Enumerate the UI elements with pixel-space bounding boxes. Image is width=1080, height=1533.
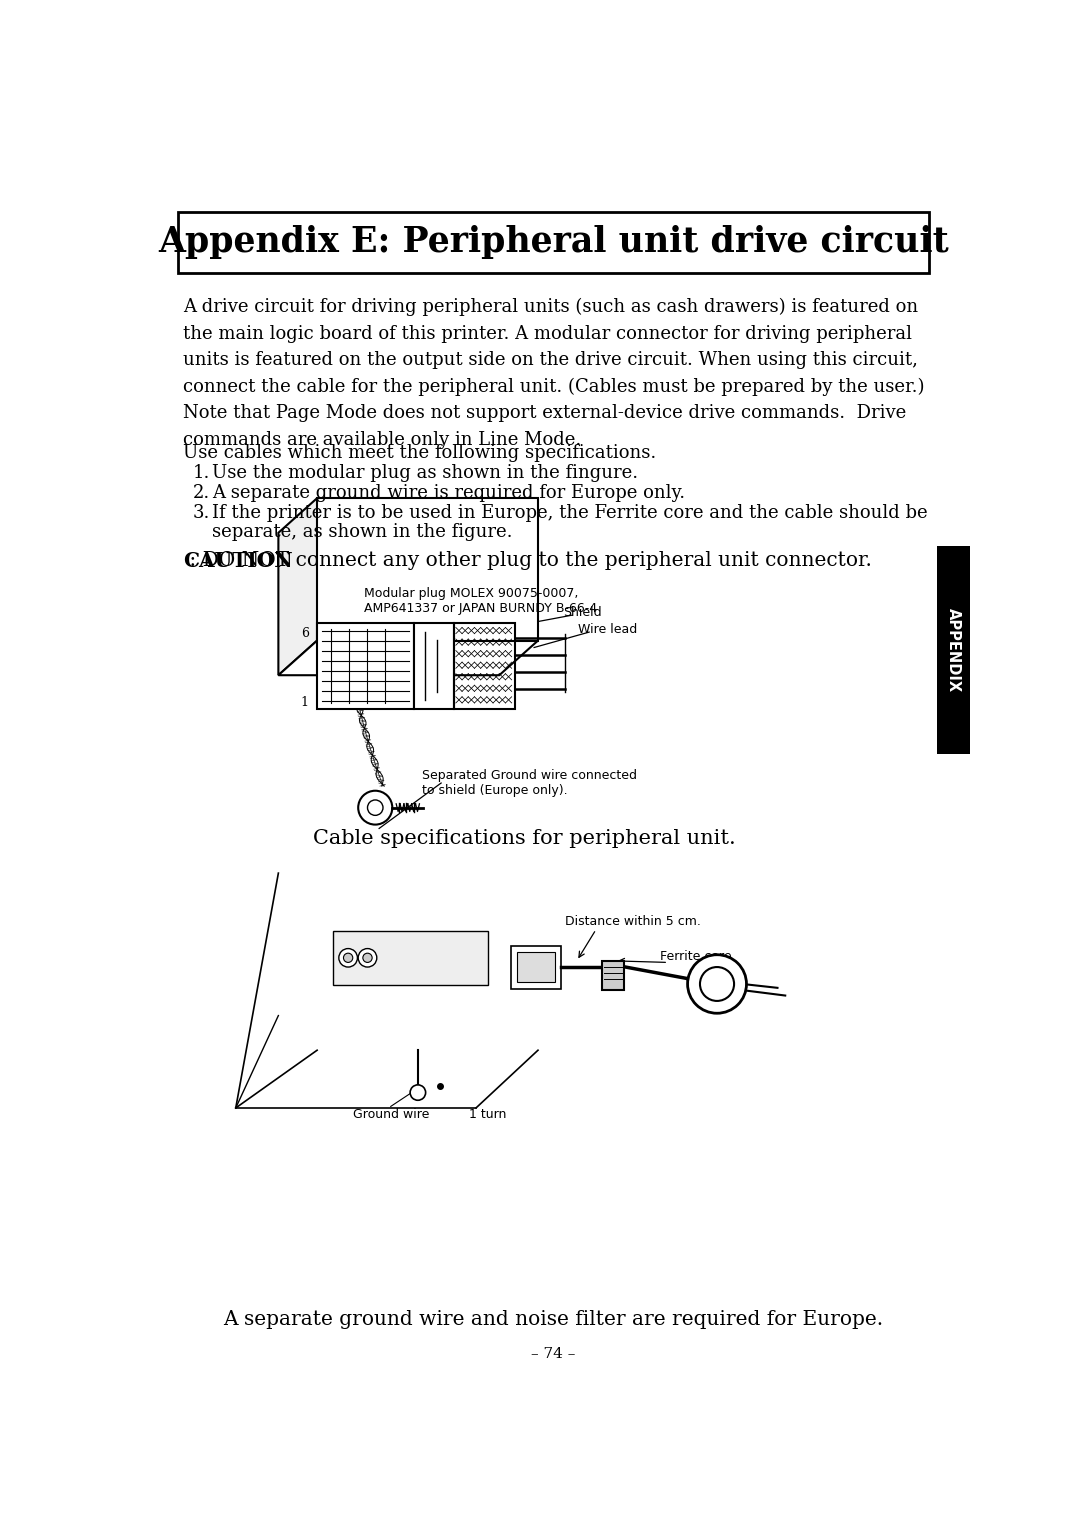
- Polygon shape: [279, 641, 538, 675]
- Text: – 74 –: – 74 –: [531, 1346, 576, 1361]
- Text: A drive circuit for driving peripheral units (such as cash drawers) is featured : A drive circuit for driving peripheral u…: [183, 297, 924, 449]
- Bar: [937, 546, 971, 754]
- Text: A separate ground wire is required for Europe only.: A separate ground wire is required for E…: [213, 484, 686, 503]
- Text: Ferrite core: Ferrite core: [661, 950, 732, 963]
- Text: 2.: 2.: [193, 484, 211, 503]
- Circle shape: [359, 791, 392, 825]
- Circle shape: [343, 954, 353, 963]
- Circle shape: [700, 967, 734, 1001]
- Text: Distance within 5 cm.: Distance within 5 cm.: [565, 915, 701, 929]
- Circle shape: [339, 949, 357, 967]
- Text: Use cables which meet the following specifications.: Use cables which meet the following spec…: [183, 445, 657, 463]
- Circle shape: [359, 949, 377, 967]
- Bar: [455, 622, 515, 710]
- Text: Shield: Shield: [563, 606, 602, 619]
- Text: 1.: 1.: [193, 464, 211, 483]
- Polygon shape: [318, 498, 538, 641]
- Text: 1: 1: [300, 696, 309, 710]
- Text: separate, as shown in the figure.: separate, as shown in the figure.: [213, 523, 513, 541]
- Bar: [517, 952, 555, 983]
- Text: 3.: 3.: [193, 504, 211, 523]
- Bar: [511, 946, 562, 989]
- Text: If the printer is to be used in Europe, the Ferrite core and the cable should be: If the printer is to be used in Europe, …: [213, 504, 928, 523]
- Bar: [177, 213, 930, 273]
- Text: A separate ground wire and noise filter are required for Europe.: A separate ground wire and noise filter …: [224, 1309, 883, 1329]
- Bar: [333, 931, 488, 984]
- Circle shape: [688, 955, 746, 1013]
- Text: Wire lead: Wire lead: [578, 622, 637, 636]
- Circle shape: [410, 1085, 426, 1101]
- Text: Modular plug MOLEX 90075-0007,
AMP641337 or JAPAN BURNDY B-66-4: Modular plug MOLEX 90075-0007, AMP641337…: [364, 587, 597, 615]
- Circle shape: [367, 800, 383, 816]
- Polygon shape: [279, 498, 318, 675]
- Text: Cable specifications for peripheral unit.: Cable specifications for peripheral unit…: [313, 829, 735, 848]
- Text: Separated Ground wire connected
to shield (Europe only).: Separated Ground wire connected to shiel…: [422, 770, 637, 797]
- Text: Use the modular plug as shown in the fingure.: Use the modular plug as shown in the fin…: [213, 464, 638, 483]
- Text: 6: 6: [300, 627, 309, 641]
- Text: Ground wire: Ground wire: [352, 1108, 429, 1121]
- Bar: [603, 961, 624, 990]
- Text: APPENDIX: APPENDIX: [946, 607, 961, 691]
- Bar: [318, 622, 414, 710]
- Text: CAUTION: CAUTION: [183, 552, 293, 572]
- Text: 1 turn: 1 turn: [469, 1108, 507, 1121]
- Bar: [414, 622, 455, 710]
- Text: Appendix E: Peripheral unit drive circuit: Appendix E: Peripheral unit drive circui…: [158, 225, 949, 259]
- Circle shape: [363, 954, 373, 963]
- Text: : DO NOT connect any other plug to the peripheral unit connector.: : DO NOT connect any other plug to the p…: [183, 552, 872, 570]
